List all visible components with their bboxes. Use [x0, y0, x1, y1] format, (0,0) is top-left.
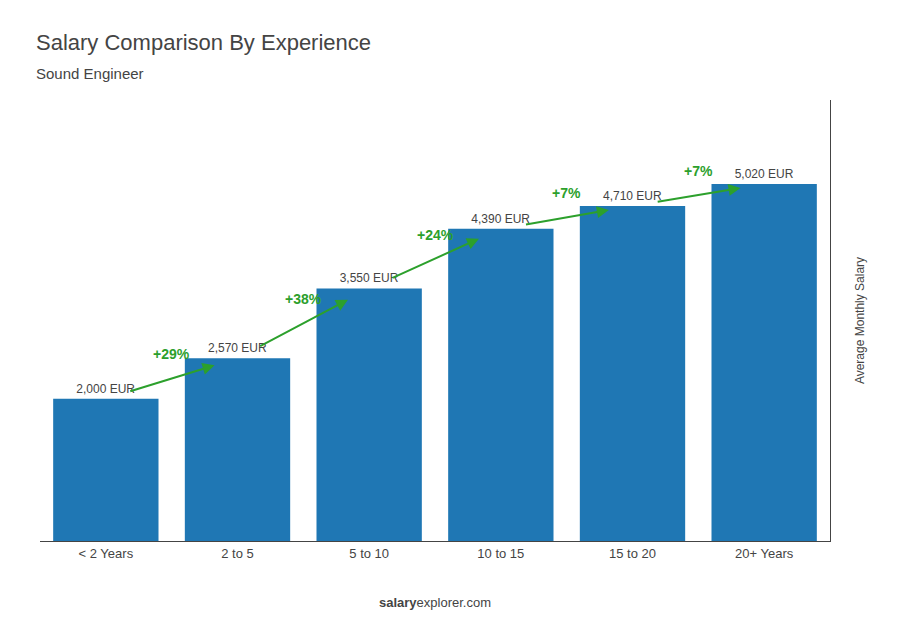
svg-text:+38%: +38% — [285, 291, 322, 307]
svg-text:Average Monthly Salary: Average Monthly Salary — [853, 257, 867, 384]
svg-text:salaryexplorer.com: salaryexplorer.com — [379, 595, 491, 610]
svg-text:+24%: +24% — [417, 227, 454, 243]
svg-text:2,000 EUR: 2,000 EUR — [76, 382, 135, 396]
svg-text:5,020 EUR: 5,020 EUR — [735, 167, 794, 181]
svg-text:15 to 20: 15 to 20 — [609, 546, 656, 561]
svg-text:5 to 10: 5 to 10 — [349, 546, 389, 561]
svg-text:4,710 EUR: 4,710 EUR — [603, 189, 662, 203]
svg-text:10 to 15: 10 to 15 — [477, 546, 524, 561]
svg-text:Sound Engineer: Sound Engineer — [36, 65, 144, 82]
svg-text:+29%: +29% — [153, 346, 190, 362]
svg-text:3,550 EUR: 3,550 EUR — [340, 271, 399, 285]
svg-text:Salary Comparison By Experienc: Salary Comparison By Experience — [36, 30, 371, 55]
svg-text:2 to 5: 2 to 5 — [221, 546, 254, 561]
svg-text:< 2 Years: < 2 Years — [79, 546, 134, 561]
svg-text:20+ Years: 20+ Years — [735, 546, 794, 561]
svg-text:+7%: +7% — [684, 163, 713, 179]
svg-text:+7%: +7% — [552, 185, 581, 201]
svg-text:2,570 EUR: 2,570 EUR — [208, 341, 267, 355]
svg-text:4,390 EUR: 4,390 EUR — [471, 212, 530, 226]
